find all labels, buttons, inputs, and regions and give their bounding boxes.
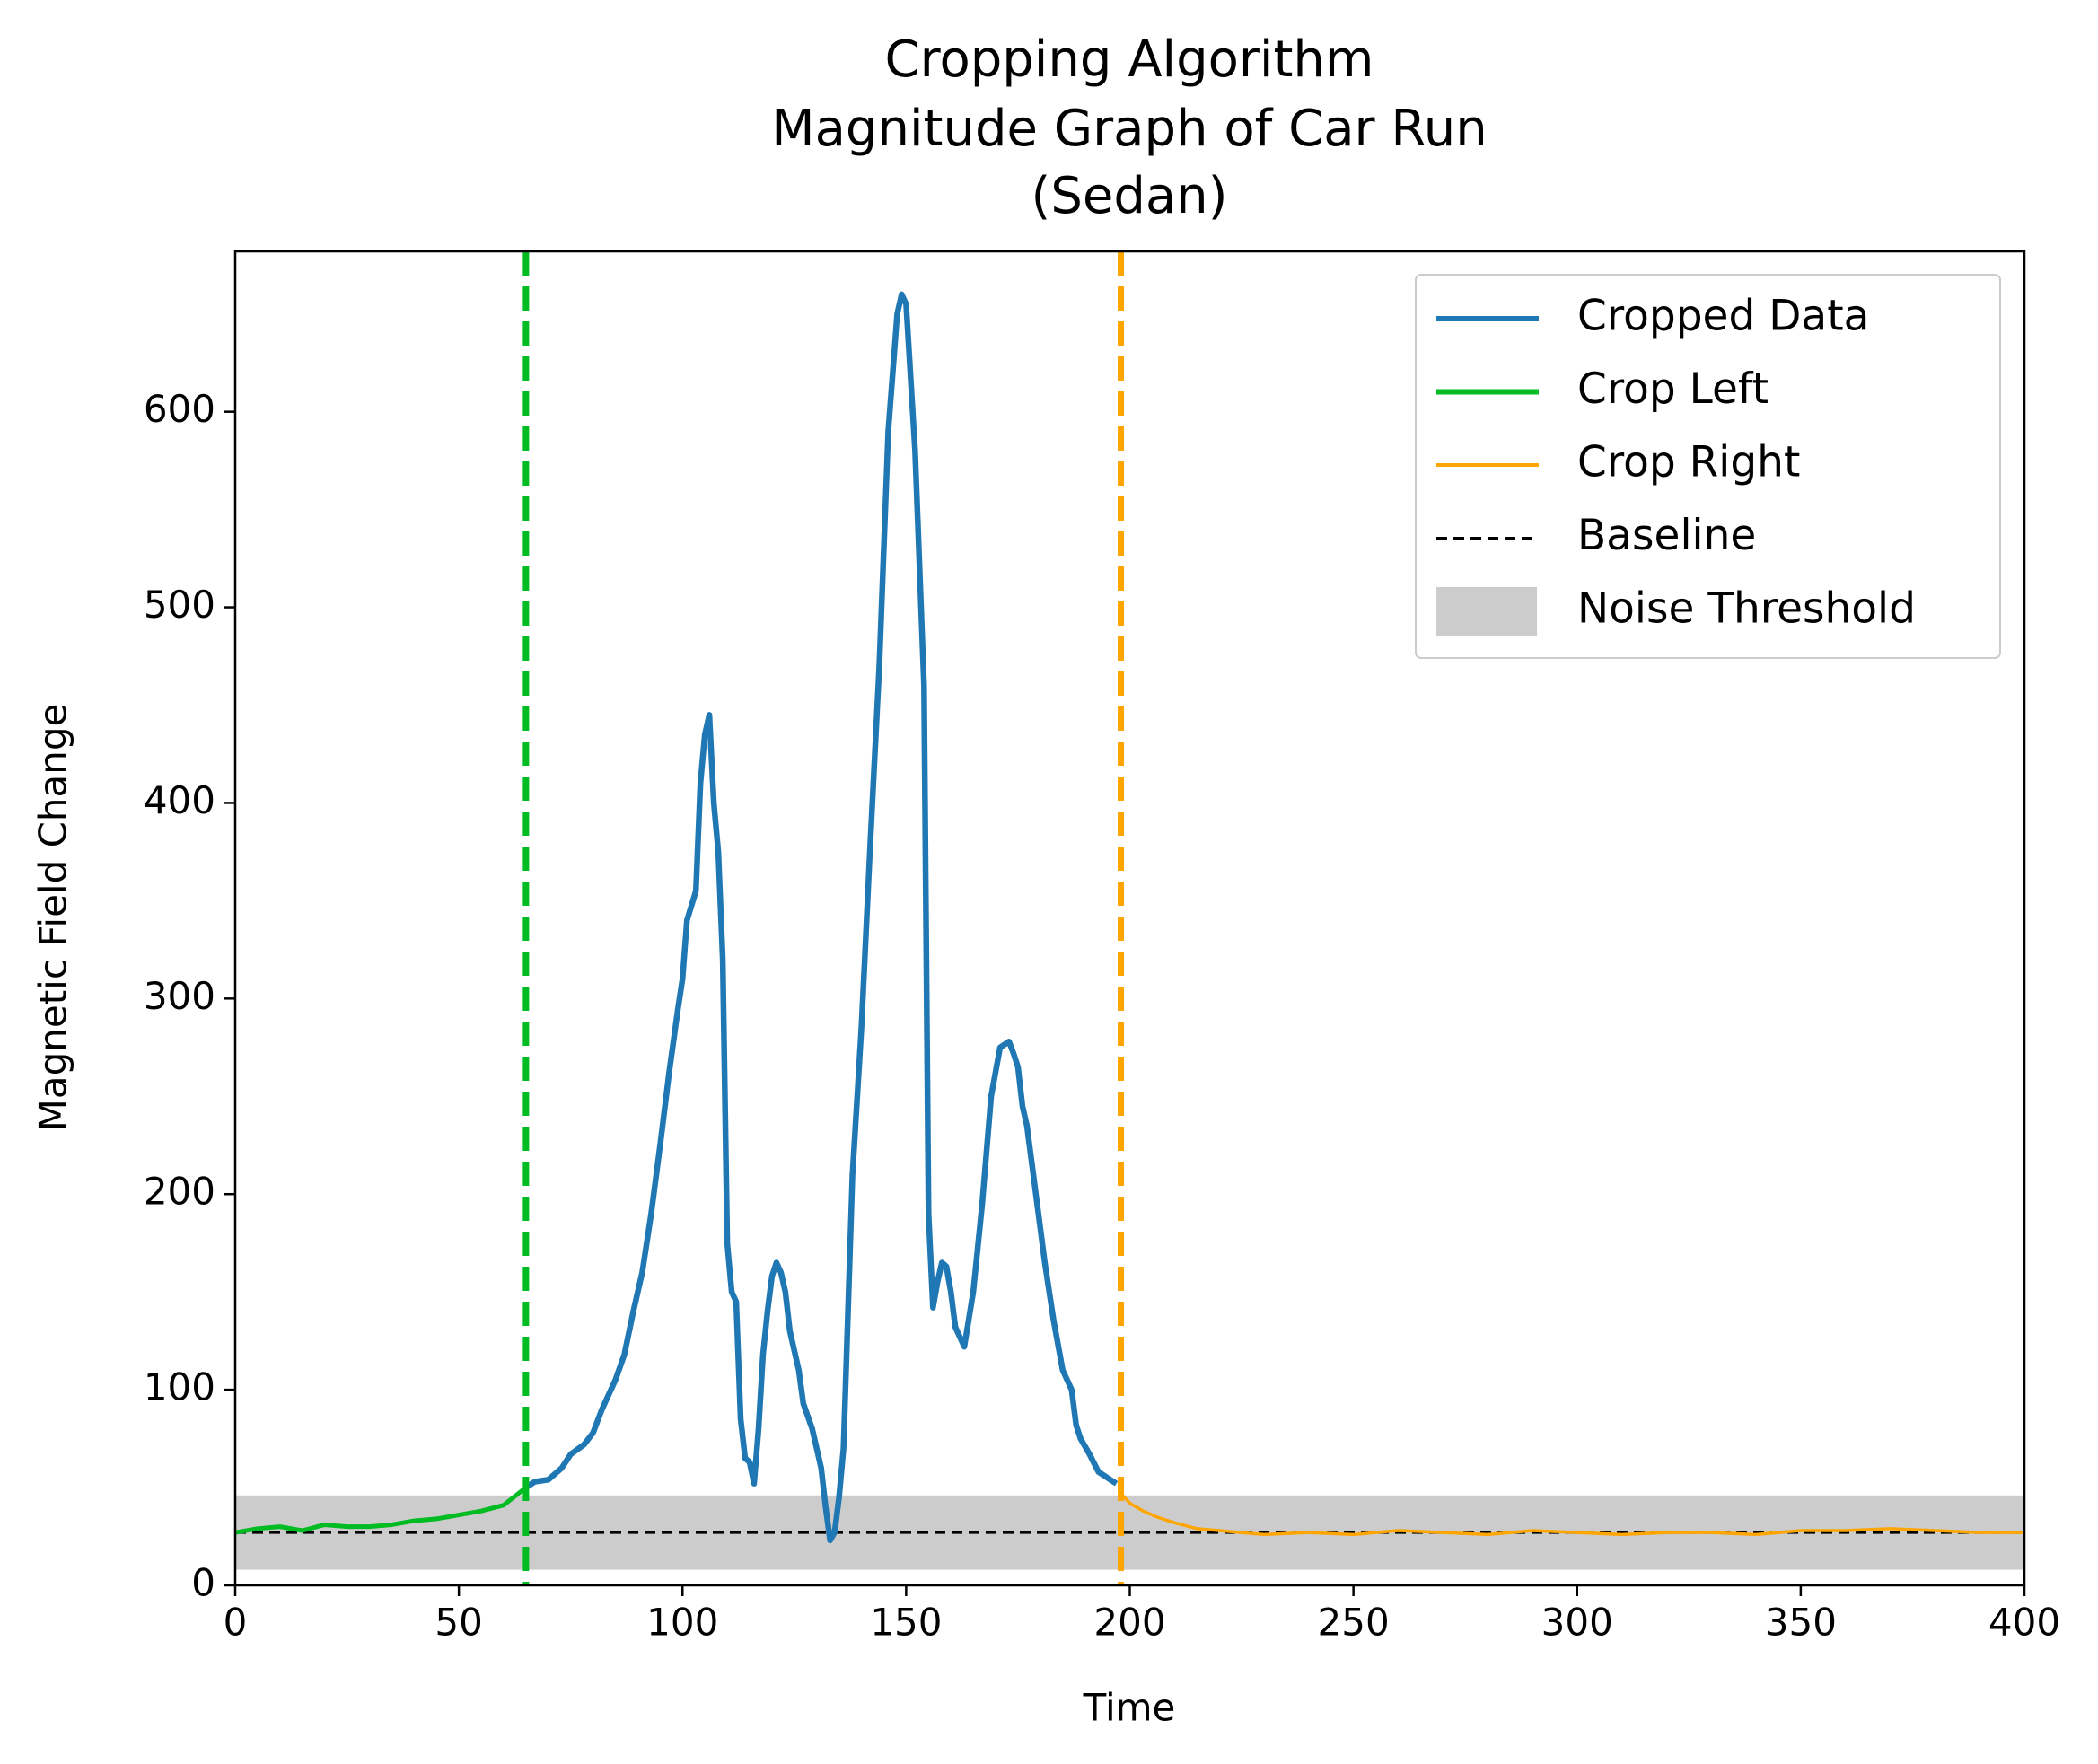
- x-tick-label: 350: [1765, 1601, 1837, 1645]
- x-tick-label: 250: [1318, 1601, 1390, 1645]
- x-tick-label: 50: [435, 1601, 482, 1645]
- chart-title: Magnitude Graph of Car Run: [771, 100, 1487, 158]
- legend-label: Crop Right: [1577, 438, 1800, 487]
- legend-swatch: [1436, 587, 1537, 636]
- chart-title: (Sedan): [1031, 167, 1227, 225]
- x-tick-label: 300: [1541, 1601, 1613, 1645]
- legend-label: Cropped Data: [1577, 292, 1869, 341]
- data-line: [1119, 1492, 2024, 1537]
- x-tick-label: 0: [224, 1601, 248, 1645]
- legend-label: Crop Left: [1577, 364, 1769, 414]
- y-tick-label: 200: [144, 1170, 215, 1214]
- y-tick-label: 100: [144, 1365, 215, 1409]
- y-tick-label: 500: [144, 583, 215, 627]
- y-axis-label: Magnetic Field Change: [31, 704, 75, 1132]
- y-tick-label: 600: [144, 387, 215, 431]
- legend-label: Baseline: [1577, 511, 1756, 560]
- legend-label: Noise Threshold: [1577, 584, 1916, 634]
- chart-title: Cropping Algorithm: [885, 31, 1374, 89]
- y-tick-label: 400: [144, 778, 215, 822]
- y-tick-label: 300: [144, 974, 215, 1018]
- x-tick-label: 150: [870, 1601, 942, 1645]
- data-line: [524, 291, 1119, 1544]
- x-tick-label: 200: [1093, 1601, 1165, 1645]
- x-axis-label: Time: [1083, 1686, 1176, 1730]
- y-tick-label: 0: [191, 1561, 215, 1605]
- legend-box: [1415, 274, 2001, 659]
- data-line: [234, 1486, 528, 1535]
- x-tick-label: 400: [1988, 1601, 2060, 1645]
- x-tick-label: 100: [646, 1601, 718, 1645]
